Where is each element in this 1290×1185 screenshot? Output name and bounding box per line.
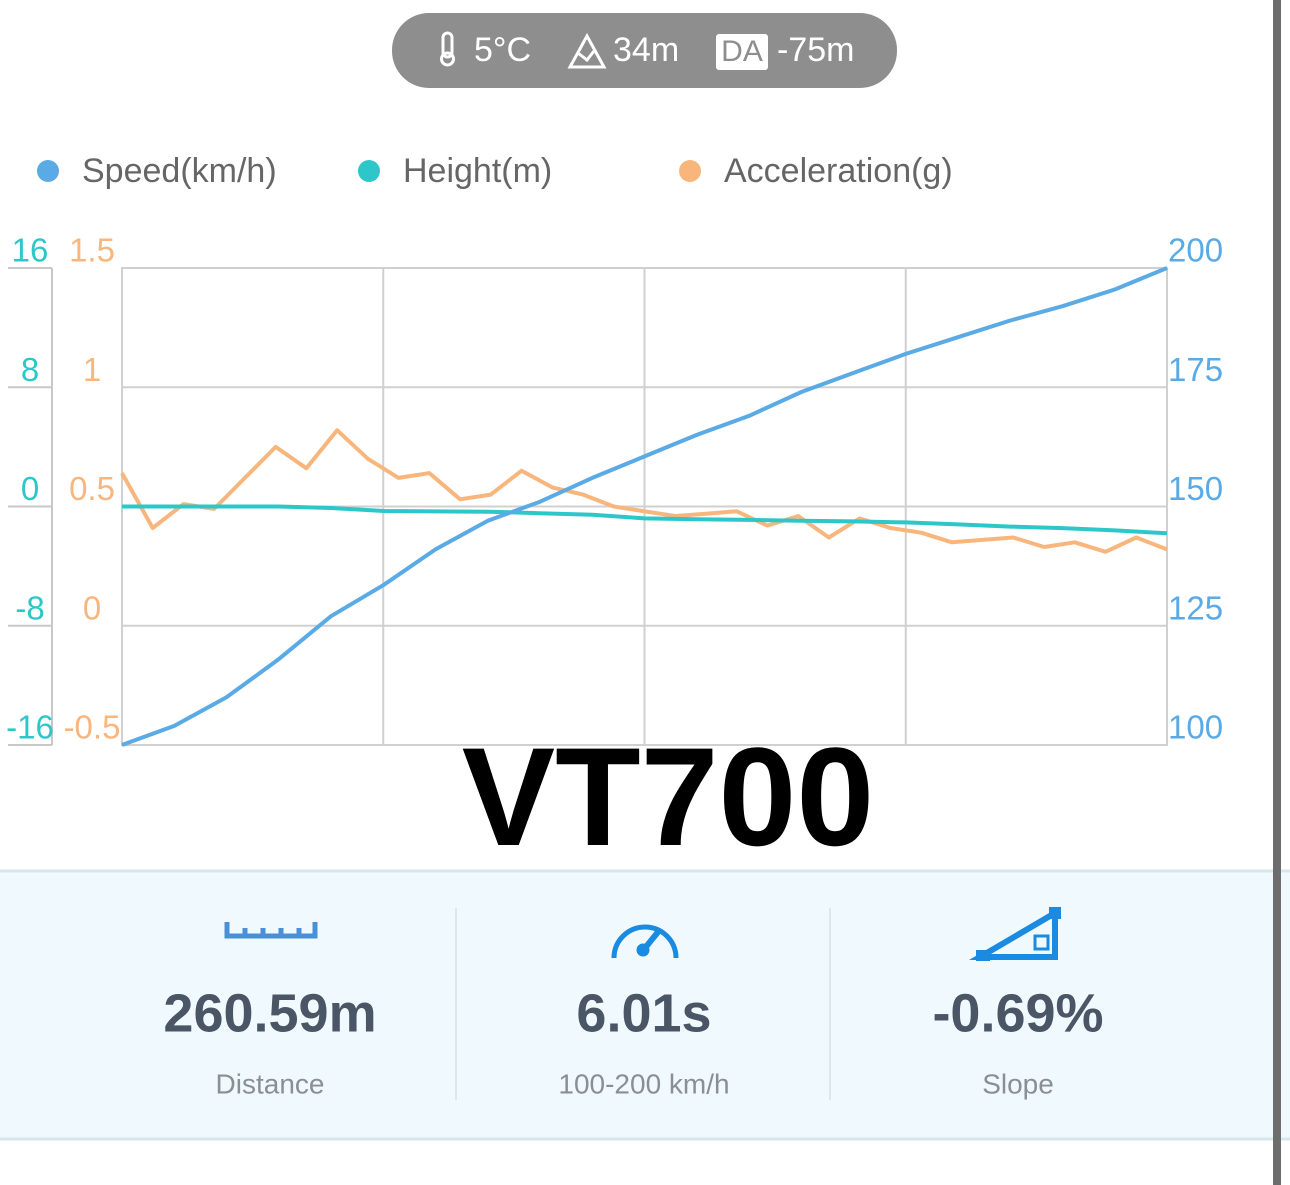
stat-label: Slope [982,1068,1054,1099]
y-tick-label: 0 [21,470,39,507]
y3-tick-label: 1.5 [69,232,115,269]
legend-label: Speed(km/h) [82,152,277,190]
y3-tick-label: 0.5 [69,470,115,507]
y3-tick-label: 0 [83,589,101,626]
thermometer-icon [440,31,455,67]
stats-panel [0,870,1290,1140]
status-pill [392,13,897,88]
mountain-icon [567,32,607,69]
stat-value: 6.01s [576,983,711,1043]
altitude: 34m [613,31,679,69]
density-altitude: -75m [777,31,854,69]
y2-tick-label: 200 [1168,232,1223,269]
series-line [122,504,1168,536]
series-line [121,266,1168,747]
da-badge: DA [721,35,763,68]
stat-label: 100-200 km/h [558,1068,729,1099]
title: VT700 [462,718,874,875]
legend-label: Height(m) [403,152,552,190]
legend-marker [358,160,380,182]
temperature: 5°C [474,31,531,69]
legend-marker [37,160,59,182]
speedometer-icon [611,924,679,959]
da-badge-bg [716,34,768,70]
y3-tick-label: 1 [83,351,101,388]
screen-edge [1273,0,1281,1185]
stat-value: 260.59m [163,983,376,1043]
stats: 260.59m Distance 6.01s 100-200 km/h -0.69% Sl… [163,983,1103,1099]
y3-tick-label: -0.5 [64,709,121,746]
series-line [120,428,1168,554]
y2-tick-label: 125 [1168,589,1223,626]
y-tick-label: -16 [6,709,54,746]
chart: -16 -8 0 8 16 -0.5 0 0.5 1 1.5 100 125 150 175 200 Spee… [6,152,1223,747]
stat-label: Distance [216,1068,325,1099]
y-tick-label: -8 [15,589,44,626]
slope-icon [968,907,1061,961]
legend-marker [679,160,701,182]
legend-label: Acceleration(g) [724,152,953,190]
stat-value: -0.69% [932,983,1103,1043]
y-tick-label: 16 [12,232,49,269]
y2-tick-label: 150 [1168,470,1223,507]
y2-tick-label: 100 [1168,709,1223,746]
y-tick-label: 8 [21,351,39,388]
y2-tick-label: 175 [1168,351,1223,388]
ruler-icon [224,922,318,939]
